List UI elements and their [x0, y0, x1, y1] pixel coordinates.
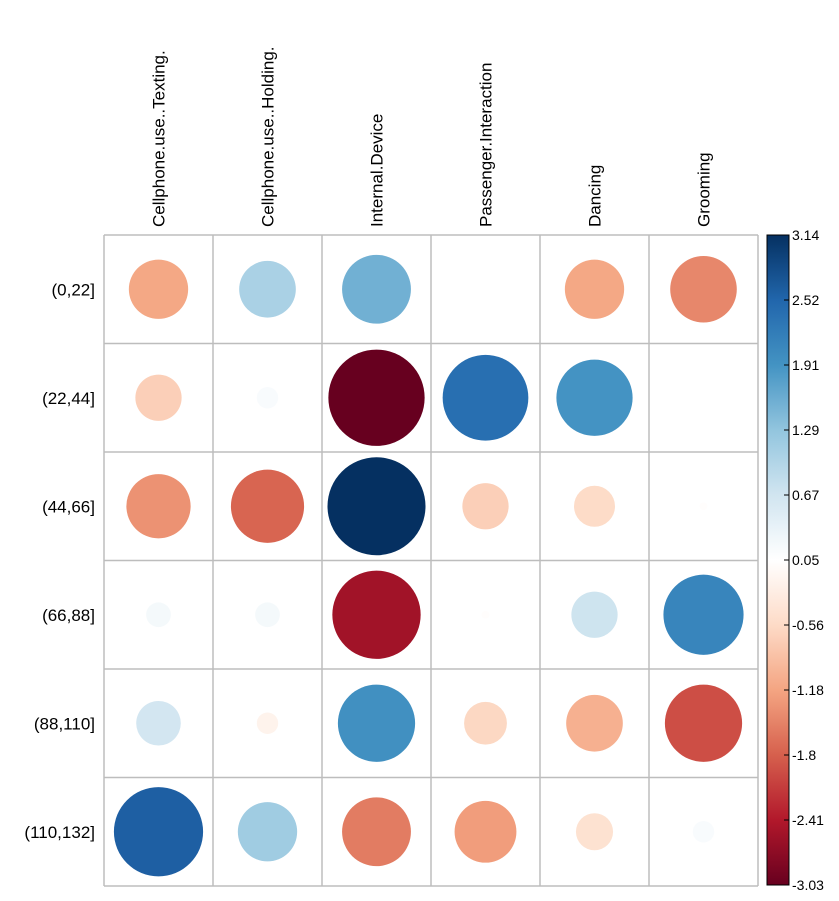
corr-circle: [699, 502, 708, 511]
colorbar-tick-label: -1.18: [792, 682, 824, 698]
corr-circle: [126, 474, 191, 539]
corr-circle: [237, 802, 298, 862]
row-label: (66,88]: [42, 606, 95, 625]
corr-circle: [556, 359, 633, 436]
corr-circle: [337, 684, 416, 762]
colorbar-tick-label: 1.91: [792, 357, 819, 373]
corr-circle: [481, 610, 490, 619]
corr-circle: [342, 254, 411, 324]
colorbar-tick-label: 0.05: [792, 552, 819, 568]
corr-circle: [454, 800, 517, 863]
column-label: Dancing: [586, 165, 605, 227]
corr-circle: [239, 260, 296, 318]
corr-circle: [564, 259, 625, 319]
grid-layer: [103, 234, 759, 887]
row-label: (110,132]: [24, 823, 95, 842]
colorbar-tick-label: -3.03: [792, 877, 824, 893]
column-labels: Cellphone.use..Texting. Cellphone.use..Ho…: [150, 46, 714, 227]
corr-circle: [146, 602, 171, 628]
column-label: Internal.Device: [368, 114, 387, 227]
row-labels: (0,22] (22,44] (44,66] (66,88] (88,110] (110,…: [24, 280, 95, 842]
colorbar-tick-label: -0.56: [792, 617, 824, 633]
corr-circle: [697, 391, 710, 404]
corr-circle: [342, 797, 411, 867]
corr-circle: [327, 457, 426, 556]
colorbar-tick-label: 3.14: [792, 227, 819, 243]
corr-circle: [663, 574, 744, 655]
corr-circle: [566, 694, 623, 752]
column-label: Cellphone.use..Holding.: [259, 46, 278, 227]
column-label: Cellphone.use..Texting.: [150, 50, 169, 227]
corr-circle: [332, 570, 421, 659]
corr-circle: [255, 602, 280, 628]
row-label: (22,44]: [42, 389, 95, 408]
colorbar-tick-label: -1.8: [792, 747, 816, 763]
corr-circle: [664, 684, 743, 762]
corr-circle: [128, 259, 189, 319]
corr-circle: [113, 787, 204, 877]
circle-layer: [113, 254, 744, 877]
corr-circle: [135, 374, 182, 421]
corr-circle: [571, 591, 618, 638]
corr-circle: [692, 821, 715, 843]
colorbar: 3.14 2.52 1.91 1.29 0.67 0.05 -0.56 -1.18 -1.8 -2…: [766, 227, 824, 893]
corr-circle: [230, 469, 305, 543]
row-label: (0,22]: [52, 280, 95, 299]
corr-circle: [136, 700, 181, 746]
row-label: (88,110]: [34, 714, 95, 733]
colorbar-tick-label: 2.52: [792, 292, 819, 308]
corr-circle: [573, 485, 616, 527]
colorbar-tick-label: 0.67: [792, 487, 819, 503]
corr-circle: [479, 283, 492, 296]
corr-circle: [442, 354, 529, 441]
column-label: Grooming: [695, 152, 714, 227]
corr-circle: [464, 701, 507, 745]
corr-circle: [328, 349, 425, 446]
colorbar-tick-label: 1.29: [792, 422, 819, 438]
corr-circle: [670, 255, 737, 323]
corr-circle: [462, 483, 509, 530]
column-label: Passenger.Interaction: [477, 63, 496, 227]
corr-circle: [575, 813, 614, 851]
row-label: (44,66]: [42, 497, 95, 516]
corr-circle: [256, 712, 279, 734]
corr-circle: [256, 387, 279, 409]
colorbar-tick-label: -2.41: [792, 812, 824, 828]
